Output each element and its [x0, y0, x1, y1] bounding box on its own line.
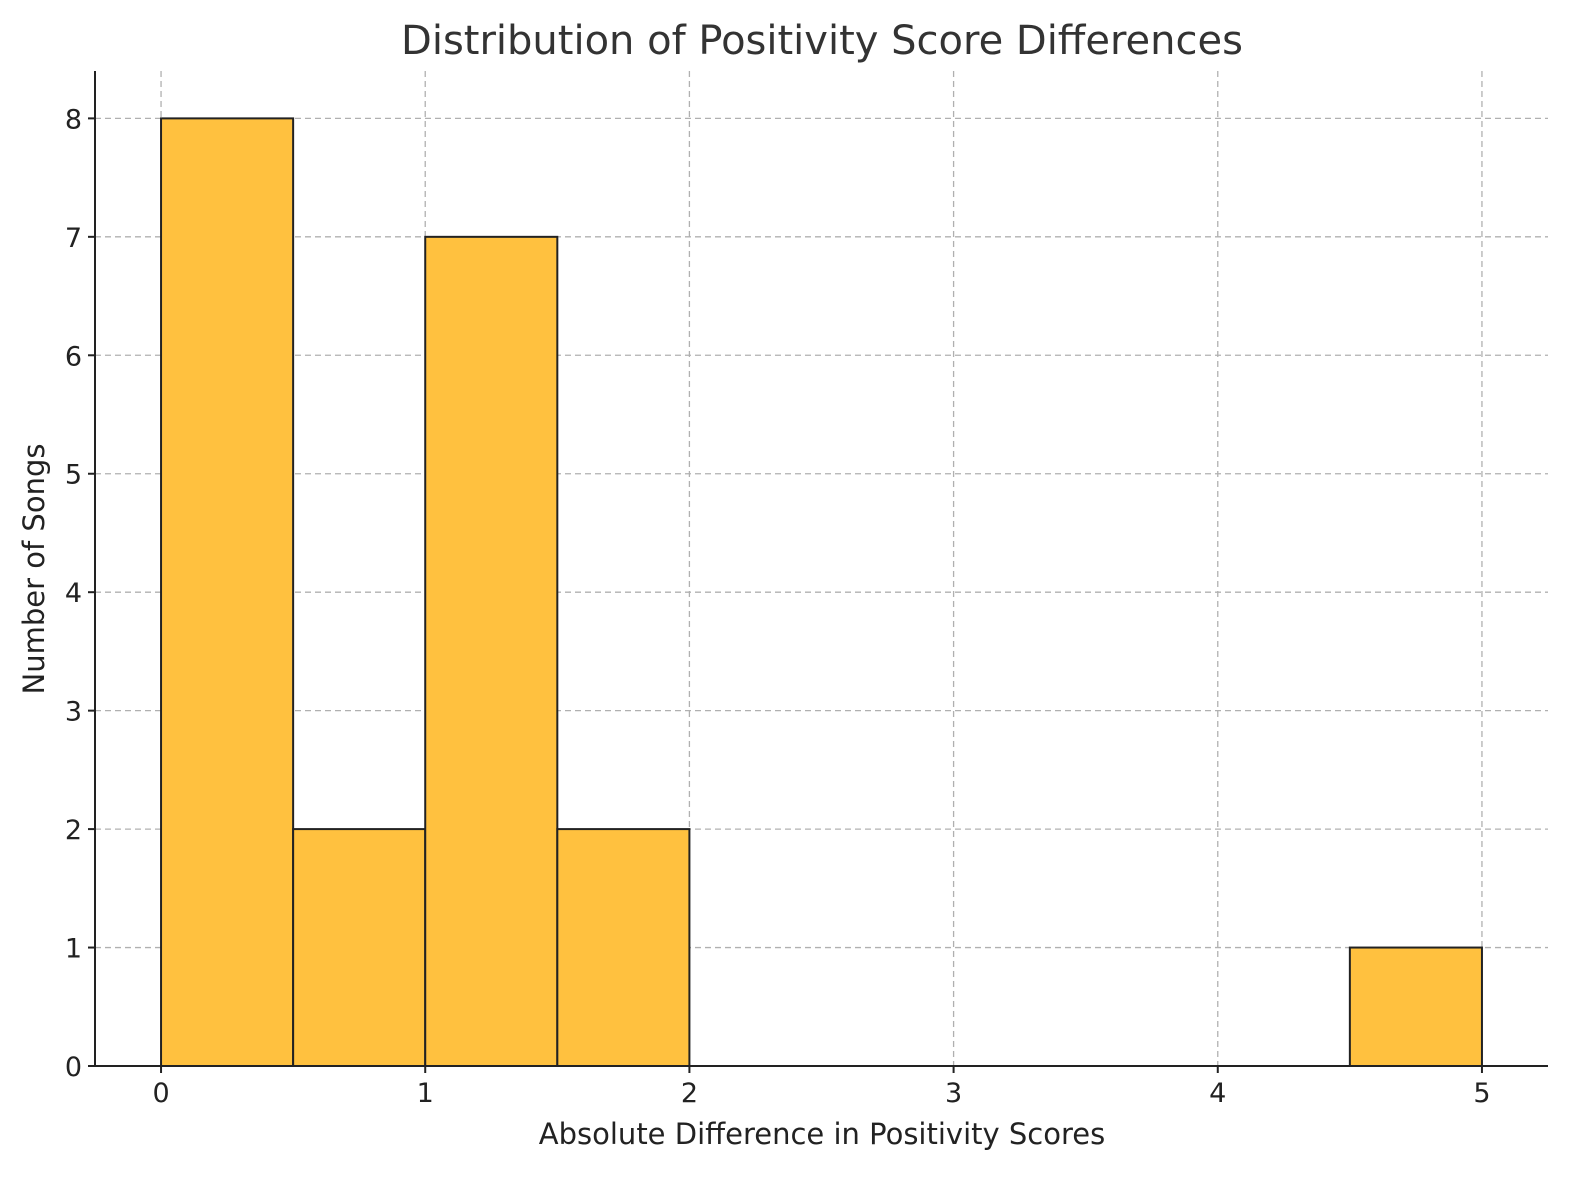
- ticks: 0 1 2 3 4 5 0 1 2 3 4 5 6 7 8: [65, 104, 1491, 1109]
- x-tick-label: 3: [945, 1078, 962, 1109]
- y-tick-label: 8: [65, 104, 82, 135]
- y-tick-label: 6: [65, 341, 82, 372]
- histogram-bar: [160, 117, 295, 1067]
- histogram-bar: [292, 828, 427, 1067]
- y-tick-label: 1: [65, 934, 82, 965]
- y-tick-label: 4: [65, 578, 82, 609]
- histogram-bar: [1348, 946, 1483, 1067]
- y-axis-label: Number of Songs: [17, 444, 51, 695]
- x-tick-label: 5: [1473, 1078, 1490, 1109]
- y-tick-label: 3: [65, 697, 82, 728]
- y-tick-label: 5: [65, 460, 82, 491]
- x-axis-label: Absolute Difference in Positivity Scores: [539, 1117, 1105, 1151]
- x-tick-label: 2: [681, 1078, 698, 1109]
- chart-title: Distribution of Positivity Score Differe…: [401, 18, 1243, 64]
- y-tick-label: 7: [65, 223, 82, 254]
- x-tick-label: 1: [417, 1078, 434, 1109]
- x-tick-label: 0: [152, 1078, 169, 1109]
- bars: [160, 117, 1483, 1068]
- y-tick-label: 2: [65, 815, 82, 846]
- x-tick-label: 4: [1209, 1078, 1226, 1109]
- y-tick-label: 0: [65, 1052, 82, 1083]
- histogram-bar: [424, 235, 559, 1068]
- histogram-bar: [556, 828, 691, 1067]
